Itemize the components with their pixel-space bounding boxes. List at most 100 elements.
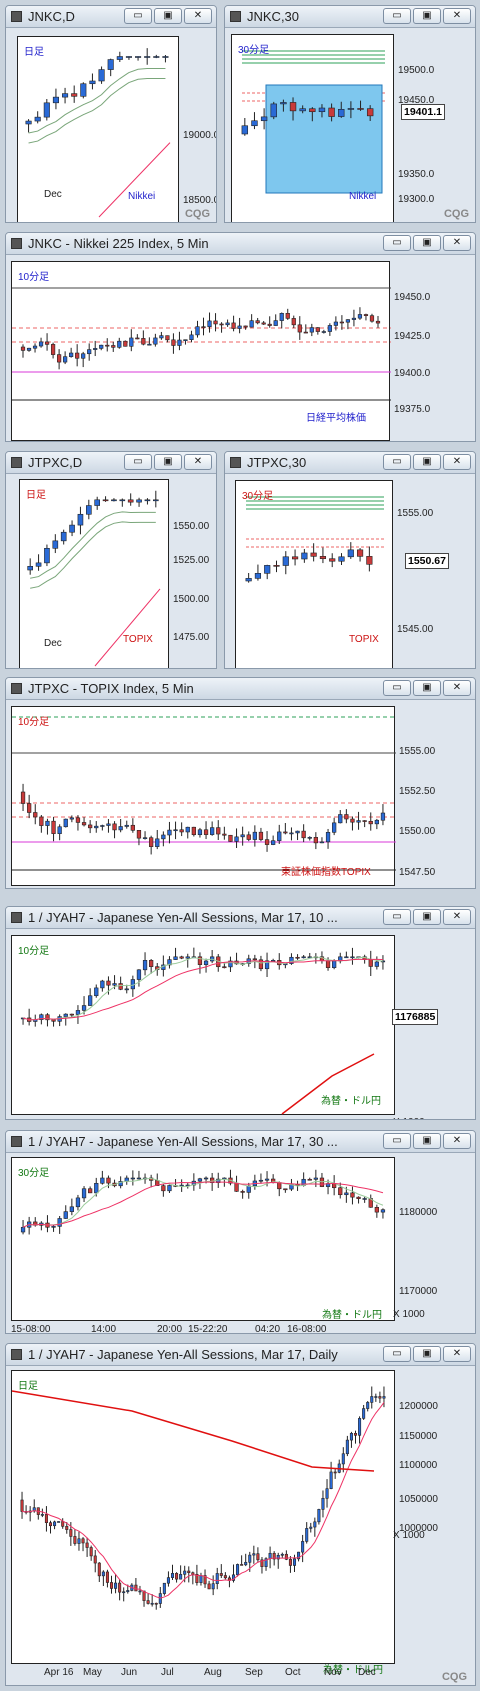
plot-area[interactable]: 30分足: [11, 1157, 395, 1321]
title-bar[interactable]: JTPXC,30 ▭ ▣ ✕: [225, 452, 475, 474]
candle: [349, 1431, 353, 1448]
restore-button[interactable]: ▣: [154, 8, 182, 24]
candle: [135, 334, 140, 340]
index-label: 為替・ドル円: [321, 1096, 381, 1107]
chart-window[interactable]: JTPXC,30 ▭ ▣ ✕ 30分足 TOPIX 1555.00 1545.00 1550.6…: [224, 451, 476, 669]
period-label: 日足: [24, 47, 44, 58]
candle: [291, 315, 296, 329]
plot-area[interactable]: 30分足: [231, 34, 394, 222]
close-button[interactable]: ✕: [443, 235, 471, 251]
minimize-button[interactable]: ▭: [383, 8, 411, 24]
candle: [45, 1013, 50, 1027]
chart-window[interactable]: JTPXC - TOPIX Index, 5 Min ▭ ▣ ✕ 10分足 東証株価指数T…: [5, 677, 476, 889]
plot-area[interactable]: 日足: [19, 479, 169, 668]
title-bar[interactable]: 1 / JYAH7 - Japanese Yen-All Sessions, M…: [6, 907, 475, 929]
plot-area[interactable]: 10分足: [11, 935, 395, 1115]
chart-window[interactable]: JNKC,30 ▭ ▣ ✕ 30分足 Nikkei 19500.0 19450.0 19350.…: [224, 5, 476, 223]
candle: [45, 818, 50, 835]
title-bar[interactable]: JNKC - Nikkei 225 Index, 5 Min ▭ ▣ ✕: [6, 233, 475, 255]
y-tick-label: 18500.0: [183, 195, 217, 206]
restore-button[interactable]: ▣: [413, 680, 441, 696]
candle: [310, 543, 317, 562]
title-bar[interactable]: JNKC,30 ▭ ▣ ✕: [225, 6, 475, 28]
chart-window[interactable]: JNKC,D▭▣✕日足Nikkei19000.018500.0010512Dec…: [5, 5, 217, 223]
window-icon: [11, 11, 22, 22]
restore-button[interactable]: ▣: [413, 1346, 441, 1362]
candle: [105, 1569, 109, 1588]
plot-area[interactable]: 30分足: [235, 480, 393, 668]
candle: [75, 1005, 81, 1024]
restore-button[interactable]: ▣: [413, 909, 441, 925]
candle: [261, 320, 266, 325]
candle: [289, 97, 297, 121]
restore-button[interactable]: ▣: [413, 235, 441, 251]
candle: [356, 548, 364, 562]
minimize-button[interactable]: ▭: [383, 680, 411, 696]
title-bar[interactable]: JTPXC - TOPIX Index, 5 Min ▭ ▣ ✕: [6, 678, 475, 700]
close-button[interactable]: ✕: [184, 8, 212, 24]
candle: [88, 820, 93, 834]
candle: [20, 344, 26, 358]
chart-window[interactable]: 1 / JYAH7 - Japanese Yen-All Sessions, M…: [5, 1130, 476, 1334]
candle: [34, 111, 41, 124]
title-bar[interactable]: 1 / JYAH7 - Japanese Yen-All Sessions, M…: [6, 1131, 475, 1153]
chart-window[interactable]: JTPXC,D ▭ ▣ ✕ 日足 TOPIX 1550.00 1525.00 1500.00 14…: [5, 451, 217, 669]
close-button[interactable]: ✕: [443, 1346, 471, 1362]
minimize-button[interactable]: ▭: [124, 454, 152, 470]
minimize-button[interactable]: ▭: [383, 454, 411, 470]
candle: [319, 837, 325, 844]
candle: [185, 953, 190, 968]
candle: [211, 1575, 215, 1596]
candle: [273, 560, 280, 573]
chart-window[interactable]: JNKC - Nikkei 225 Index, 5 Min ▭ ▣ ✕ 10分足 日経平…: [5, 232, 476, 442]
candle: [27, 794, 32, 819]
x-tick-label: 12:00: [238, 1118, 263, 1119]
title-bar[interactable]: JTPXC,D ▭ ▣ ✕: [6, 452, 216, 474]
chart-window[interactable]: 1 / JYAH7 - Japanese Yen-All Sessions, M…: [5, 1343, 476, 1686]
close-button[interactable]: ✕: [443, 1133, 471, 1149]
minimize-button[interactable]: ▭: [383, 1346, 411, 1362]
candle: [357, 307, 363, 320]
period-label: 30分足: [242, 491, 274, 502]
candle: [318, 104, 326, 118]
candle: [167, 1184, 172, 1194]
minimize-button[interactable]: ▭: [383, 235, 411, 251]
plot-area[interactable]: 10分足: [11, 706, 396, 886]
candle: [136, 969, 142, 987]
close-button[interactable]: ✕: [443, 454, 471, 470]
candle: [63, 1013, 68, 1026]
plot-area[interactable]: 日足: [11, 1370, 395, 1664]
candle: [27, 1216, 32, 1235]
x-tick-label: Oct: [285, 1667, 301, 1678]
restore-button[interactable]: ▣: [154, 454, 182, 470]
minimize-button[interactable]: ▭: [124, 8, 152, 24]
minimize-button[interactable]: ▭: [383, 1133, 411, 1149]
plot-area[interactable]: 10分足: [11, 261, 391, 441]
candle: [106, 1175, 111, 1189]
candle: [122, 1587, 126, 1602]
candle: [277, 953, 282, 970]
close-button[interactable]: ✕: [184, 454, 212, 470]
title-bar[interactable]: 1 / JYAH7 - Japanese Yen-All Sessions, M…: [6, 1344, 475, 1366]
title-bar[interactable]: JNKC,D ▭ ▣ ✕: [6, 6, 216, 28]
candle: [260, 1557, 264, 1574]
close-button[interactable]: ✕: [443, 8, 471, 24]
minimize-button[interactable]: ▭: [383, 909, 411, 925]
candle: [102, 496, 109, 502]
y-tick-label: 19425.0: [394, 331, 431, 342]
candle: [256, 1547, 260, 1563]
candle: [45, 1215, 50, 1233]
chart-window[interactable]: 1 / JYAH7 - Japanese Yen-All Sessions, M…: [5, 906, 476, 1120]
restore-button[interactable]: ▣: [413, 1133, 441, 1149]
candle: [268, 1546, 272, 1569]
close-button[interactable]: ✕: [443, 909, 471, 925]
candle: [363, 313, 369, 321]
close-button[interactable]: ✕: [443, 680, 471, 696]
x-tick-label: Sep: [245, 1667, 263, 1678]
plot-area[interactable]: 日足: [17, 36, 179, 222]
restore-button[interactable]: ▣: [413, 8, 441, 24]
restore-button[interactable]: ▣: [413, 454, 441, 470]
candle: [114, 1573, 118, 1594]
candle: [344, 809, 349, 824]
candle: [338, 952, 343, 964]
